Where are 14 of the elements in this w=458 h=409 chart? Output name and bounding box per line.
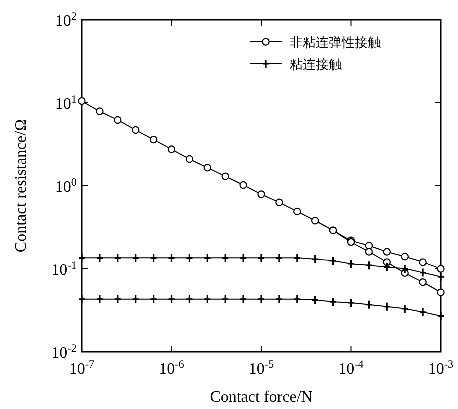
x-tick-label: 10$^{-6}$ (159, 359, 185, 378)
legend-label: 非粘连弹性接触 (290, 36, 381, 51)
y-tick-label: 10$^{-1}$ (52, 260, 77, 279)
x-tick-label: 10$^{-3}$ (428, 359, 454, 378)
x-tick-label: 10$^{-5}$ (248, 359, 275, 378)
y-axis-title: Contact resistance/Ω (13, 119, 30, 253)
legend-label: 粘连接触 (290, 58, 342, 73)
y-tick-label: 10$^{2}$ (55, 11, 77, 30)
x-tick-label: 10$^{-7}$ (69, 359, 96, 378)
x-axis-title: Contact force/N (210, 389, 314, 406)
y-tick-label: 10$^{0}$ (55, 177, 78, 196)
x-tick-label: 10$^{-4}$ (338, 359, 364, 378)
y-tick-label: 10$^{1}$ (55, 94, 77, 113)
y-tick-label: 10$^{-2}$ (52, 343, 77, 362)
